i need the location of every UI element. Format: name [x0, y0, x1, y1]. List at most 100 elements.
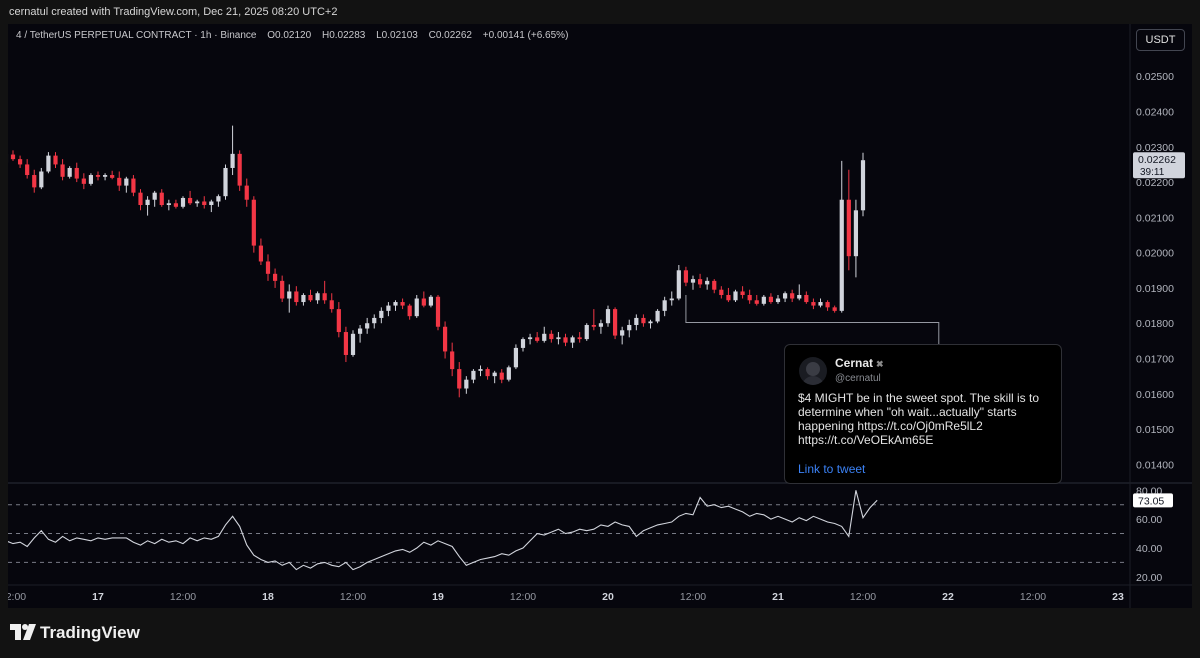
price-tick-label: 0.01900 — [1136, 283, 1174, 295]
candle-body — [39, 171, 44, 188]
avatar — [799, 357, 827, 385]
candle-body — [265, 261, 271, 274]
candle-body — [372, 317, 377, 324]
rsi-line — [8, 490, 878, 571]
time-tick-label: 22 — [942, 591, 954, 603]
candle-body — [719, 289, 724, 295]
candle-body — [804, 294, 809, 303]
candle-body — [591, 324, 596, 327]
candle-body — [407, 305, 412, 317]
time-tick-label: 12:00 — [340, 591, 366, 603]
chart-canvas[interactable]: 0.02500 0.02400 0.02300 0.02200 0.02100 0.020… — [8, 24, 1192, 608]
price-tick-label: 0.02300 — [1136, 142, 1174, 154]
tweet-author: Cernat ✖ — [835, 356, 884, 370]
candle-body — [669, 298, 674, 301]
candle-body — [159, 192, 164, 206]
time-tick-label: 12:00 — [680, 591, 706, 603]
brand-name: TradingView — [40, 623, 140, 642]
candle-body — [17, 159, 23, 165]
time-tick-label: 20 — [602, 591, 614, 603]
price-tick-label: 0.01500 — [1136, 424, 1174, 436]
candle-body — [733, 291, 738, 301]
candle-body — [435, 296, 441, 327]
candle-body — [365, 323, 370, 329]
price-tick-label: 0.02400 — [1136, 107, 1174, 119]
candle-body — [747, 294, 752, 301]
rsi-tick-label: 20.00 — [1136, 572, 1162, 584]
candle-body — [641, 317, 646, 324]
candle-body — [520, 339, 526, 348]
candle-body — [726, 294, 731, 301]
candle-body — [570, 337, 575, 343]
price-tick-label: 0.02000 — [1136, 248, 1174, 260]
time-tick-label: 19 — [432, 591, 444, 603]
candle-body — [280, 280, 285, 299]
candle-body — [145, 199, 150, 206]
candle-body — [464, 379, 469, 389]
chart-panel[interactable]: 0.02500 0.02400 0.02300 0.02200 0.02100 0.020… — [8, 24, 1192, 608]
candle-body — [46, 155, 51, 172]
last-price-label: 0.02262 — [1138, 154, 1176, 166]
legend-low: L0.02103 — [376, 30, 418, 41]
candle-body — [244, 185, 249, 200]
candle-body — [740, 291, 745, 295]
candle-body — [336, 309, 341, 333]
candle-body — [10, 154, 16, 160]
candle-body — [697, 279, 703, 285]
candle-body — [754, 300, 759, 304]
candle-body — [110, 175, 115, 178]
candle-body — [400, 302, 405, 306]
time-tick-label: 17 — [92, 591, 104, 603]
price-tick-label: 0.01700 — [1136, 354, 1174, 366]
candle-body — [102, 175, 108, 177]
candle-body — [676, 270, 681, 299]
candle-body — [690, 279, 696, 283]
price-tick-label: 0.02200 — [1136, 177, 1174, 189]
candle-body — [301, 294, 306, 303]
tweet-handle: @cernatul — [835, 373, 881, 384]
time-tick-label: 23 — [1112, 591, 1124, 603]
candle-body — [860, 160, 866, 211]
candle-body — [195, 201, 200, 204]
candle-body — [216, 196, 221, 202]
candle-body — [117, 177, 122, 186]
candle-body — [605, 309, 611, 324]
candle-body — [612, 309, 618, 336]
tweet-card[interactable]: Cernat ✖ @cernatul $4 MIGHT be in the swe… — [784, 344, 1062, 484]
candle-body — [790, 293, 795, 299]
candle-body — [705, 280, 710, 285]
candle-body — [818, 302, 823, 306]
last-price-tag — [1133, 152, 1185, 179]
candle-body — [32, 175, 37, 188]
tweet-link[interactable]: Link to tweet — [798, 462, 866, 476]
candle-body — [620, 330, 625, 336]
price-tick-label: 0.01600 — [1136, 389, 1174, 401]
candle-body — [634, 317, 639, 325]
candle-body — [357, 328, 363, 334]
candle-body — [294, 291, 299, 303]
candle-body — [513, 347, 519, 368]
candle-body — [209, 201, 214, 206]
candle-body — [797, 294, 802, 299]
candle-body — [442, 326, 448, 352]
candle-body — [598, 323, 604, 327]
candle-body — [131, 178, 136, 193]
candle-body — [712, 280, 717, 290]
candle-body — [662, 300, 667, 311]
candle-body — [180, 197, 186, 207]
candle-body — [173, 203, 179, 207]
candle-body — [223, 167, 228, 197]
candle-body — [74, 167, 79, 179]
candle-body — [237, 153, 242, 186]
candle-body — [60, 164, 65, 177]
symbol-legend: 4 / TetherUS PERPETUAL CONTRACT · 1h · B… — [16, 30, 568, 41]
candle-body — [393, 302, 398, 306]
candle-body — [563, 337, 568, 343]
rsi-tick-label: 40.00 — [1136, 543, 1162, 555]
price-tick-label: 0.01400 — [1136, 459, 1174, 471]
candle-body — [527, 337, 533, 340]
currency-button[interactable]: USDT — [1136, 29, 1185, 51]
countdown-label: 39:11 — [1140, 167, 1165, 178]
candle-body — [329, 300, 334, 310]
candle-body — [428, 296, 434, 306]
